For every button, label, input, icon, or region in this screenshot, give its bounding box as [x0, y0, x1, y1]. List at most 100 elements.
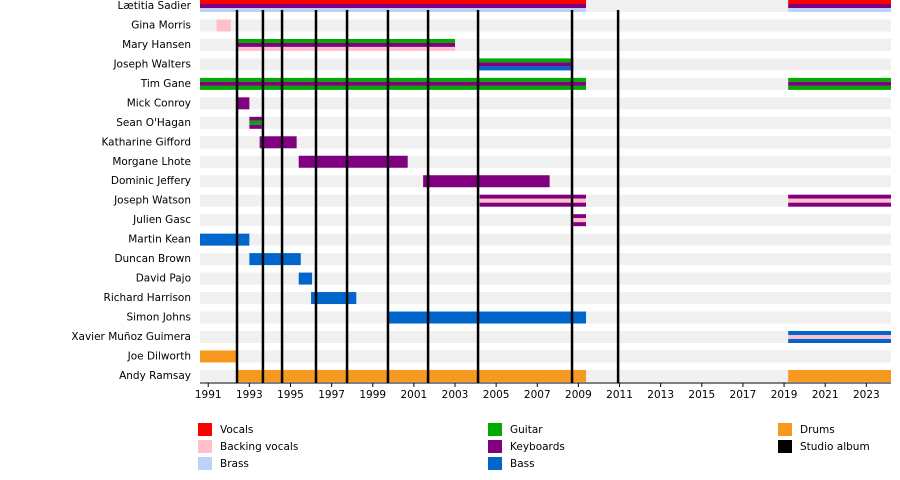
- legend-swatch: [198, 440, 212, 453]
- legend-label: Backing vocals: [220, 441, 298, 453]
- member-bar: [259, 136, 297, 149]
- member-bar: [311, 292, 357, 305]
- member-name: Xavier Muñoz Guimera: [71, 331, 191, 343]
- member-bar: [298, 272, 313, 285]
- row-band: [200, 214, 891, 227]
- x-tick-label: 2007: [524, 389, 551, 401]
- member-bar: [200, 4, 587, 8]
- member-name: Duncan Brown: [114, 253, 191, 265]
- member-bar: [788, 338, 891, 343]
- member-bar: [249, 253, 301, 266]
- member-bar: [788, 334, 891, 339]
- member-bar: [788, 194, 891, 199]
- member-bar: [573, 222, 587, 227]
- x-tick-label: 2017: [730, 389, 757, 401]
- member-name: Morgane Lhote: [112, 156, 191, 168]
- x-tick-label: 1997: [318, 389, 345, 401]
- member-bar: [200, 85, 587, 90]
- row-band: [200, 136, 891, 149]
- member-bar: [788, 4, 891, 8]
- member-bar: [479, 202, 587, 207]
- x-tick-label: 1991: [195, 389, 222, 401]
- legend-label: Guitar: [510, 424, 543, 436]
- member-name: Mick Conroy: [127, 97, 191, 109]
- x-tick-label: 2005: [483, 389, 510, 401]
- member-name: Katharine Gifford: [101, 136, 191, 148]
- member-name: Lætitia Sadier: [118, 0, 192, 12]
- member-bar: [249, 116, 262, 121]
- row-band: [200, 330, 891, 343]
- member-bar: [249, 124, 262, 129]
- member-name: Joe Dilworth: [127, 350, 191, 362]
- legend-swatch: [778, 423, 792, 436]
- row-band: [200, 233, 891, 246]
- member-name: Martin Kean: [128, 234, 191, 246]
- member-name: Joseph Watson: [113, 195, 191, 207]
- member-name: Tim Gane: [140, 78, 191, 90]
- member-bar: [477, 58, 574, 63]
- member-bar: [200, 350, 236, 363]
- row-band: [200, 253, 891, 266]
- member-bar: [788, 202, 891, 207]
- legend-label: Brass: [220, 458, 249, 470]
- member-bar: [573, 218, 587, 223]
- x-tick-label: 2003: [442, 389, 469, 401]
- member-bar: [477, 66, 574, 71]
- x-tick-label: 2021: [812, 389, 839, 401]
- row-band: [200, 350, 891, 363]
- legend-swatch: [778, 440, 792, 453]
- member-name: Dominic Jeffery: [111, 175, 191, 187]
- member-bar: [237, 369, 587, 382]
- member-bar: [200, 0, 587, 4]
- x-tick-label: 1995: [277, 389, 304, 401]
- member-name: Simon Johns: [126, 312, 191, 324]
- member-bar: [216, 19, 231, 32]
- x-tick-label: 1999: [359, 389, 386, 401]
- legend-label: Vocals: [220, 424, 253, 436]
- member-name: Joseph Walters: [112, 58, 191, 70]
- x-tick-label: 2023: [853, 389, 880, 401]
- member-bar: [479, 198, 587, 203]
- member-bar: [788, 0, 891, 4]
- legend-label: Bass: [510, 458, 535, 470]
- member-bar: [237, 97, 250, 110]
- member-name: Andy Ramsay: [119, 370, 191, 382]
- member-bar: [788, 77, 891, 82]
- legend-swatch: [198, 423, 212, 436]
- member-bar: [788, 330, 891, 335]
- member-bar: [423, 175, 550, 188]
- row-band: [200, 19, 891, 32]
- legend-label: Drums: [800, 424, 835, 436]
- member-bar: [200, 81, 587, 86]
- member-name: Julien Gasc: [132, 214, 191, 226]
- member-name: Sean O'Hagan: [116, 117, 191, 129]
- legend-swatch: [488, 440, 502, 453]
- member-name: Richard Harrison: [104, 292, 191, 304]
- x-tick-label: 2015: [688, 389, 715, 401]
- row-band: [200, 97, 891, 110]
- member-bar: [788, 369, 891, 382]
- member-bar: [573, 214, 587, 219]
- x-tick-label: 2019: [771, 389, 798, 401]
- member-name: Mary Hansen: [122, 39, 191, 51]
- member-bar: [479, 194, 587, 199]
- x-tick-label: 2009: [565, 389, 592, 401]
- member-bar: [788, 85, 891, 90]
- row-band: [200, 272, 891, 285]
- member-bar: [788, 198, 891, 203]
- member-bar: [200, 77, 587, 82]
- member-bar: [788, 81, 891, 86]
- row-band: [200, 292, 891, 305]
- member-bar: [249, 120, 262, 125]
- member-bar: [477, 62, 574, 67]
- x-tick-label: 2013: [647, 389, 674, 401]
- member-bar: [200, 8, 587, 12]
- member-bar: [388, 311, 587, 324]
- x-tick-label: 2011: [606, 389, 633, 401]
- member-name: Gina Morris: [131, 19, 191, 31]
- member-bar: [298, 155, 408, 168]
- member-bar: [200, 233, 250, 246]
- legend-label: Studio album: [800, 441, 870, 453]
- legend-swatch: [488, 423, 502, 436]
